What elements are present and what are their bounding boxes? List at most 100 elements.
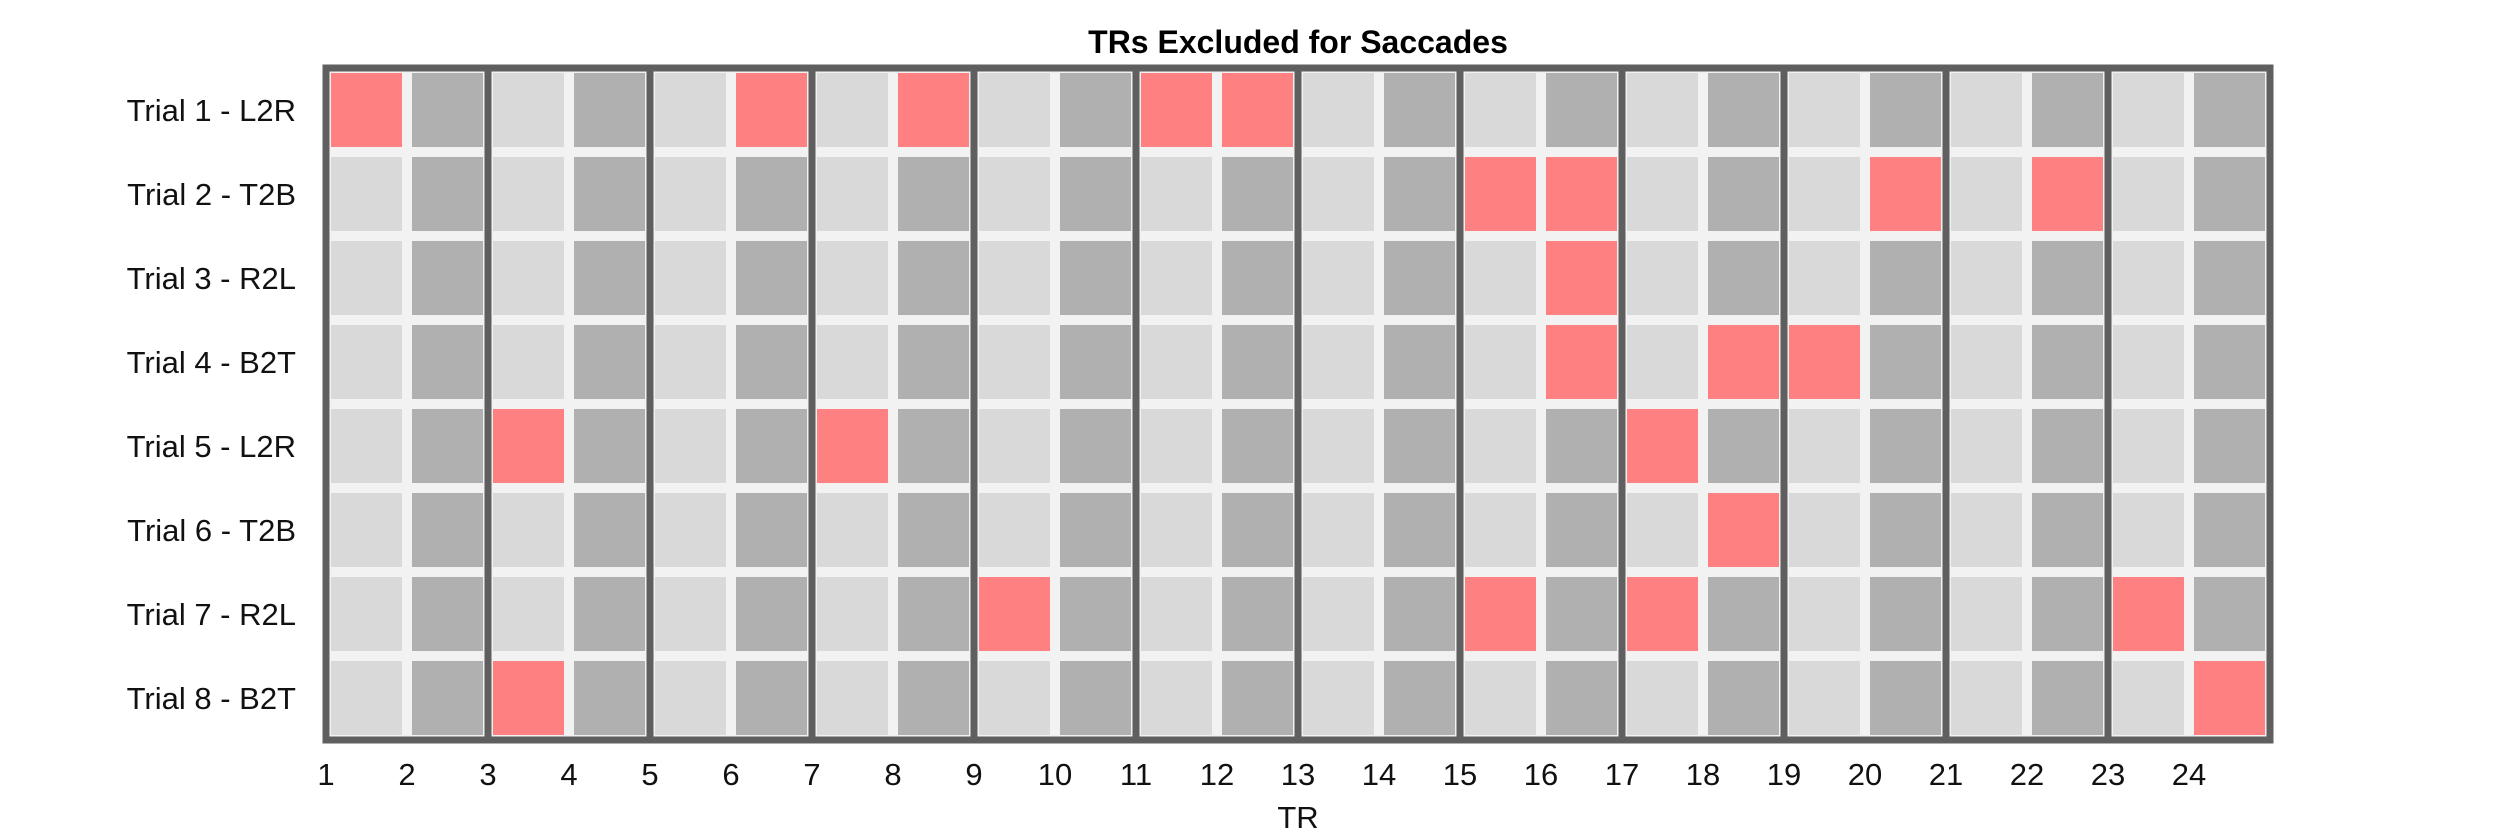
cell bbox=[2032, 661, 2103, 735]
excluded-cell bbox=[1627, 409, 1698, 483]
cell bbox=[655, 661, 726, 735]
cell bbox=[1789, 661, 1860, 735]
x-tick-label: 18 bbox=[1686, 757, 1720, 792]
cell bbox=[493, 493, 564, 567]
cell bbox=[898, 157, 969, 231]
excluded-cell bbox=[331, 73, 402, 147]
x-tick-label: 23 bbox=[2091, 757, 2125, 792]
excluded-cell bbox=[493, 661, 564, 735]
cell bbox=[1222, 493, 1293, 567]
cell bbox=[574, 409, 645, 483]
cell bbox=[2113, 241, 2184, 315]
cell bbox=[493, 577, 564, 651]
cell bbox=[1222, 157, 1293, 231]
cell bbox=[2194, 325, 2265, 399]
cell bbox=[817, 325, 888, 399]
cell bbox=[574, 661, 645, 735]
cell bbox=[1627, 325, 1698, 399]
cell bbox=[493, 325, 564, 399]
x-tick-label: 17 bbox=[1605, 757, 1639, 792]
x-tick-label: 8 bbox=[884, 757, 901, 792]
cell bbox=[1465, 493, 1536, 567]
excluded-cell bbox=[1222, 73, 1293, 147]
row-label: Trial 6 - T2B bbox=[127, 513, 296, 548]
cell bbox=[1303, 241, 1374, 315]
cell bbox=[1222, 325, 1293, 399]
cell bbox=[493, 73, 564, 147]
cell bbox=[574, 241, 645, 315]
cell bbox=[1222, 661, 1293, 735]
plot-frame bbox=[322, 64, 2274, 744]
cell bbox=[817, 157, 888, 231]
cell bbox=[1060, 241, 1131, 315]
cell bbox=[736, 157, 807, 231]
excluded-cell bbox=[2113, 577, 2184, 651]
cell bbox=[2032, 73, 2103, 147]
x-tick-label: 19 bbox=[1767, 757, 1801, 792]
excluded-cell bbox=[736, 73, 807, 147]
cell bbox=[1060, 325, 1131, 399]
cell bbox=[331, 493, 402, 567]
x-tick-label: 10 bbox=[1038, 757, 1072, 792]
cell bbox=[2194, 409, 2265, 483]
cell bbox=[1384, 325, 1455, 399]
cell bbox=[736, 241, 807, 315]
cell bbox=[2113, 493, 2184, 567]
cell bbox=[1951, 325, 2022, 399]
cell bbox=[1627, 73, 1698, 147]
cell bbox=[493, 157, 564, 231]
cell bbox=[2194, 241, 2265, 315]
x-tick-label: 7 bbox=[803, 757, 820, 792]
cell bbox=[1708, 157, 1779, 231]
cell bbox=[1951, 73, 2022, 147]
cell bbox=[574, 325, 645, 399]
cell bbox=[1627, 493, 1698, 567]
x-tick-label: 11 bbox=[1120, 757, 1152, 792]
row-label: Trial 7 - R2L bbox=[127, 597, 296, 632]
cell bbox=[655, 409, 726, 483]
cell bbox=[1060, 409, 1131, 483]
cell bbox=[2113, 325, 2184, 399]
excluded-cell bbox=[1789, 325, 1860, 399]
excluded-cell bbox=[2032, 157, 2103, 231]
cell bbox=[2113, 73, 2184, 147]
excluded-cell bbox=[1546, 241, 1617, 315]
excluded-cell bbox=[979, 577, 1050, 651]
cell bbox=[898, 241, 969, 315]
cell bbox=[1141, 157, 1212, 231]
cell bbox=[2032, 493, 2103, 567]
x-tick-label: 3 bbox=[479, 757, 496, 792]
cell bbox=[1384, 493, 1455, 567]
cell bbox=[1708, 661, 1779, 735]
cell bbox=[1060, 577, 1131, 651]
cell bbox=[2032, 409, 2103, 483]
cell bbox=[1303, 325, 1374, 399]
cell bbox=[1465, 241, 1536, 315]
cell bbox=[331, 157, 402, 231]
cell bbox=[2032, 325, 2103, 399]
cell bbox=[1546, 409, 1617, 483]
excluded-cell bbox=[1465, 577, 1536, 651]
cell bbox=[2113, 409, 2184, 483]
excluded-cell bbox=[898, 73, 969, 147]
cell bbox=[331, 661, 402, 735]
cell bbox=[493, 241, 564, 315]
cell bbox=[1789, 241, 1860, 315]
x-tick-label: 12 bbox=[1200, 757, 1234, 792]
cell bbox=[412, 493, 483, 567]
cell bbox=[817, 493, 888, 567]
cell bbox=[1384, 157, 1455, 231]
cell bbox=[817, 661, 888, 735]
cell bbox=[979, 73, 1050, 147]
cell bbox=[655, 577, 726, 651]
row-label: Trial 5 - L2R bbox=[127, 429, 296, 464]
cell bbox=[655, 325, 726, 399]
x-tick-label: 2 bbox=[398, 757, 415, 792]
row-label: Trial 2 - T2B bbox=[127, 177, 296, 212]
cell bbox=[1384, 577, 1455, 651]
cell bbox=[736, 577, 807, 651]
cell bbox=[1870, 325, 1941, 399]
cell bbox=[331, 325, 402, 399]
cell bbox=[1870, 73, 1941, 147]
